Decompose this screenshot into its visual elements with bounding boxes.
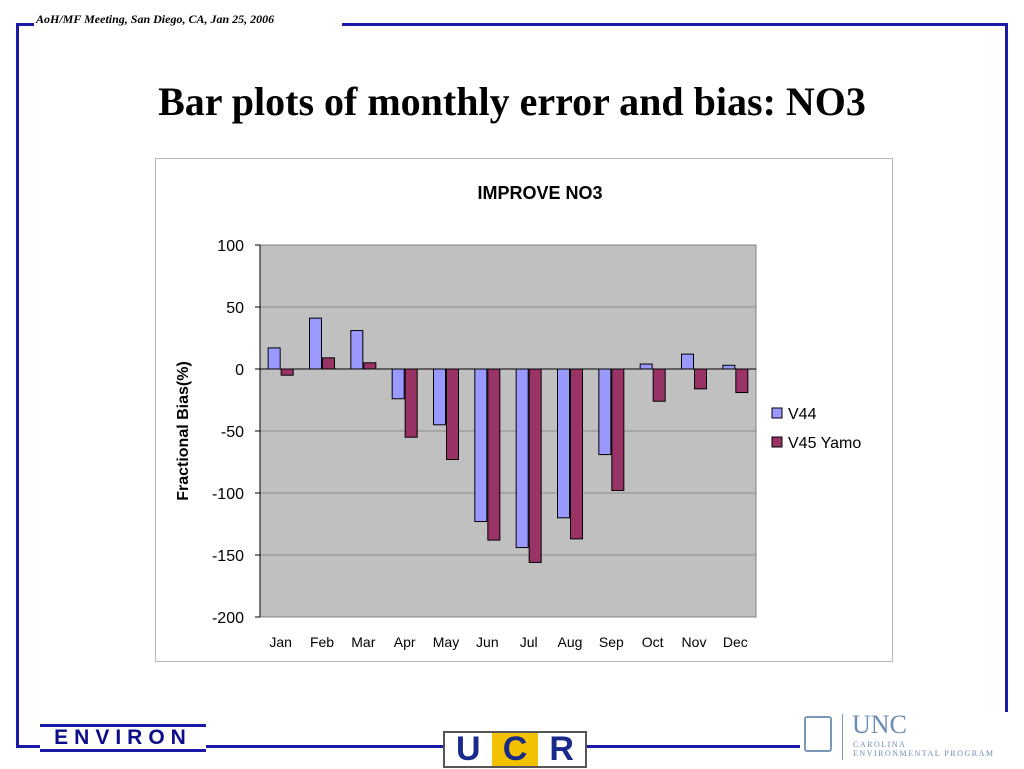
bar-v45-yamo-may bbox=[446, 368, 459, 461]
chart-title: IMPROVE NO3 bbox=[477, 183, 602, 203]
bar-v44-feb bbox=[309, 317, 322, 370]
bar-v45-yamo-sep bbox=[611, 368, 625, 492]
slide-title: Bar plots of monthly error and bias: NO3 bbox=[158, 79, 866, 124]
x-tick-label: Sep bbox=[599, 634, 624, 650]
x-tick-label: Nov bbox=[682, 634, 707, 650]
unc-divider bbox=[842, 714, 843, 760]
x-tick-label: Jan bbox=[269, 634, 292, 650]
legend-swatch-v44 bbox=[771, 407, 783, 419]
unc-subtitle-line1: CAROLINA bbox=[853, 740, 907, 749]
bar-v44-sep bbox=[598, 368, 612, 456]
bar-v44-aug bbox=[557, 368, 570, 519]
x-tick-label: Mar bbox=[351, 634, 375, 650]
plot-area: 100 50 0 -50 -100 -150 -200 Jan Feb Mar Apr May Jun J… bbox=[212, 238, 757, 650]
unc-name: UNC bbox=[852, 710, 907, 739]
bar-v45-yamo-mar bbox=[363, 362, 377, 370]
meeting-note: AoH/MF Meeting, San Diego, CA, Jan 25, 2… bbox=[36, 12, 275, 26]
x-tick-label: Apr bbox=[394, 634, 416, 650]
chart-container: IMPROVE NO3 Fractional Bias(%) 100 50 0 -50… bbox=[155, 158, 893, 662]
bar-v44-dec bbox=[722, 364, 736, 370]
unc-logo: UNC CAROLINA ENVIRONMENTAL PROGRAM bbox=[800, 710, 1010, 762]
x-tick-label: May bbox=[433, 634, 459, 650]
x-tick-label: Feb bbox=[310, 634, 334, 650]
x-tick-label: Aug bbox=[558, 634, 583, 650]
bar-v45-yamo-jan bbox=[280, 368, 294, 376]
frame-bottom-mid2 bbox=[587, 745, 800, 748]
bar-chart: IMPROVE NO3 Fractional Bias(%) 100 50 0 -50… bbox=[175, 183, 861, 650]
frame-top-left bbox=[16, 23, 34, 26]
bar-v45-yamo-nov bbox=[694, 368, 707, 390]
ucr-logo: U C R bbox=[443, 730, 587, 768]
legend-swatch-v45-yamo bbox=[771, 436, 783, 448]
ucr-letter-r: R bbox=[538, 730, 586, 768]
unc-subtitle: CAROLINA ENVIRONMENTAL PROGRAM bbox=[853, 740, 994, 758]
bar-v45-yamo-aug bbox=[570, 368, 583, 540]
frame-bottom-mid1 bbox=[206, 745, 443, 748]
y-tick-label: -50 bbox=[221, 424, 244, 441]
y-tick-label: -100 bbox=[212, 486, 244, 503]
frame-bottom-left bbox=[16, 745, 40, 748]
bar-v45-yamo-jul bbox=[528, 368, 542, 563]
unc-subtitle-line2: ENVIRONMENTAL PROGRAM bbox=[853, 749, 995, 758]
frame-top-right bbox=[342, 23, 1008, 26]
frame-right bbox=[1005, 23, 1008, 748]
old-well-icon bbox=[804, 716, 832, 752]
y-tick-label: 0 bbox=[235, 362, 244, 379]
environ-logo: ENVIRON bbox=[40, 724, 206, 752]
y-tick-label: -150 bbox=[212, 548, 244, 565]
bar-v44-mar bbox=[350, 330, 364, 370]
x-tick-label: Jun bbox=[476, 634, 499, 650]
y-tick-label: 50 bbox=[226, 300, 244, 317]
legend: V44 V45 Yamo bbox=[771, 406, 861, 452]
bar-v44-jun bbox=[474, 368, 488, 523]
y-axis-label: Fractional Bias(%) bbox=[175, 361, 192, 501]
bar-v44-jul bbox=[515, 368, 529, 549]
ucr-letter-u: U bbox=[445, 730, 492, 768]
bar-v44-nov bbox=[681, 353, 694, 370]
y-tick-label: -200 bbox=[212, 610, 244, 627]
y-tick-label: 100 bbox=[217, 238, 244, 255]
ucr-letter-c: C bbox=[491, 730, 539, 768]
legend-label-v44: V44 bbox=[788, 406, 817, 423]
x-tick-label: Dec bbox=[723, 634, 748, 650]
bar-v45-yamo-jun bbox=[487, 368, 501, 541]
bar-v44-oct bbox=[639, 363, 653, 370]
bar-v44-jan bbox=[267, 347, 281, 370]
bar-v44-may bbox=[433, 368, 446, 426]
bar-v45-yamo-apr bbox=[404, 368, 418, 438]
bar-v45-yamo-feb bbox=[322, 357, 335, 370]
x-tick-label: Oct bbox=[642, 634, 664, 650]
x-tick-label: Jul bbox=[520, 634, 538, 650]
bar-v45-yamo-oct bbox=[652, 368, 666, 402]
frame-left bbox=[16, 23, 19, 748]
bar-v45-yamo-dec bbox=[735, 368, 749, 394]
legend-label-v45-yamo: V45 Yamo bbox=[788, 435, 861, 452]
bar-v44-apr bbox=[391, 368, 405, 400]
